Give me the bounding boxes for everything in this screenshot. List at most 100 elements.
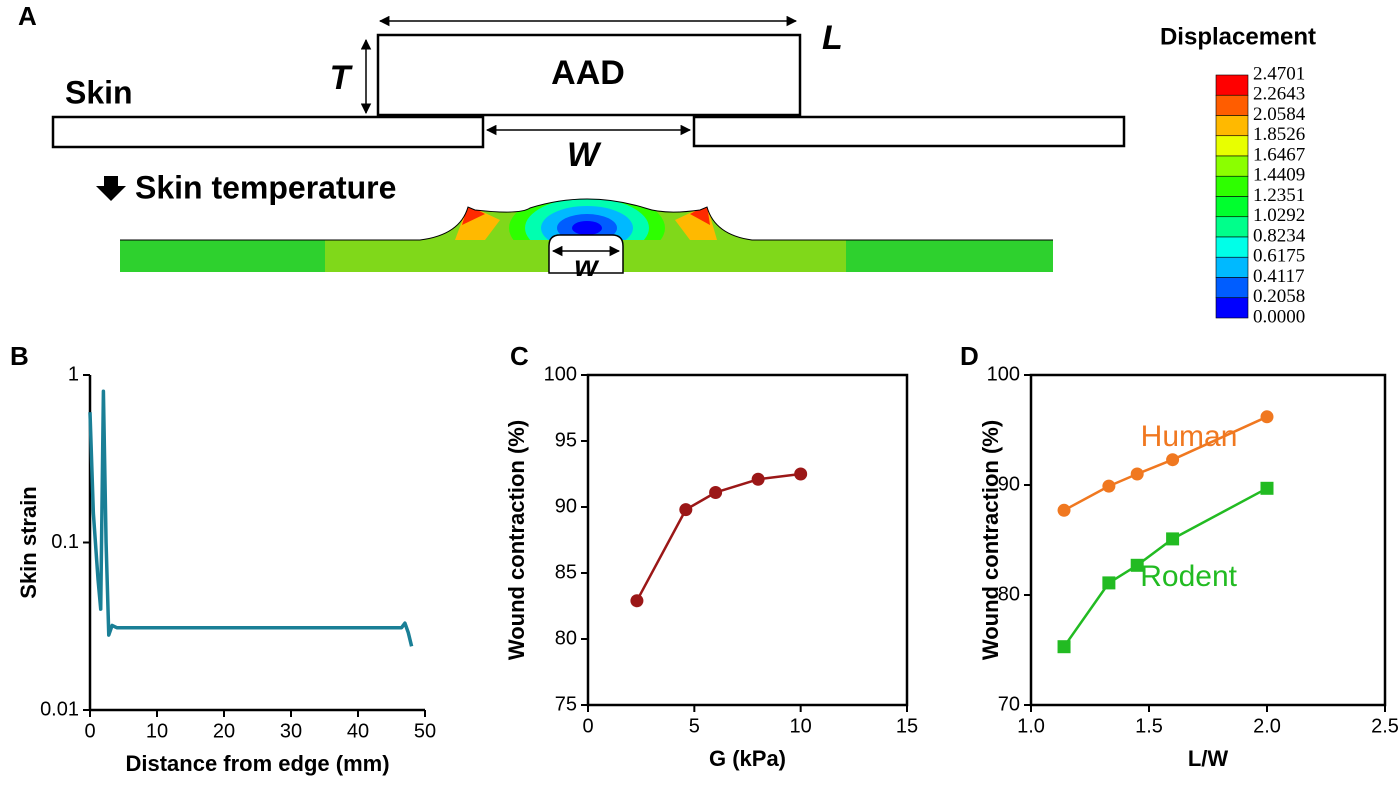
colorbar-band [1215, 196, 1249, 218]
marker [1102, 479, 1116, 493]
y-tick-label: 90 [998, 473, 1020, 495]
series-line [88, 389, 414, 647]
device [376, 33, 802, 117]
y-axis-label: Wound contraction (%) [978, 420, 1003, 660]
wound-label: w [574, 250, 599, 283]
skin-label: Skin [65, 74, 133, 110]
colorbar-band [1215, 115, 1249, 137]
marker [630, 594, 644, 608]
colorbar-label: 0.4117 [1253, 266, 1305, 287]
x-tick-label: 30 [280, 720, 302, 742]
colorbar-label: 0.2058 [1253, 286, 1305, 307]
colorbar-band [1215, 297, 1249, 319]
x-axis-label: L/W [1188, 746, 1229, 771]
colorbar-band [1215, 94, 1249, 116]
x-tick-label: 15 [896, 715, 918, 737]
colorbar-band [1215, 175, 1249, 197]
colorbar-title: Displacement [1160, 23, 1316, 50]
x-tick-label: 1.5 [1135, 715, 1163, 737]
marker [679, 503, 693, 517]
y-axis-label: Skin strain [16, 486, 41, 598]
x-tick-label: 10 [790, 715, 812, 737]
gap-label: W [567, 136, 602, 174]
panel-a: A L AAD T Skin W Skin temperature [18, 1, 1316, 283]
y-tick-label: 75 [555, 693, 577, 715]
colorbar-band [1215, 74, 1249, 96]
colorbar-band [1215, 216, 1249, 238]
marker [751, 472, 765, 486]
y-tick-label: 0.1 [51, 531, 79, 553]
x-tick-label: 20 [213, 720, 235, 742]
y-tick-label: 1 [68, 363, 79, 385]
colorbar-label: 2.2643 [1253, 84, 1305, 105]
colorbar-label: 0.8234 [1253, 225, 1306, 246]
chart: B 0 10 20 30 40 50 0.01 0.1 1 Distance from edge (… [10, 341, 436, 776]
colorbar-label: 2.4701 [1253, 63, 1305, 84]
x-axis-label: Distance from edge (mm) [125, 751, 389, 776]
length-label: L [822, 19, 843, 57]
x-tick-label: 2.0 [1253, 715, 1281, 737]
plot-frame [1029, 373, 1387, 707]
x-tick-label: 40 [347, 720, 369, 742]
y-tick-label: 0.01 [40, 698, 79, 720]
colorbar-label: 1.0292 [1253, 205, 1305, 226]
marker [1166, 532, 1180, 546]
colorbar-label: 0.0000 [1253, 306, 1305, 327]
x-axis-label: G (kPa) [709, 746, 786, 771]
x-tick-label: 0 [84, 720, 95, 742]
marker [1166, 453, 1180, 467]
y-tick-label: 70 [998, 693, 1020, 715]
x-tick-label: 10 [146, 720, 168, 742]
marker [1130, 467, 1144, 481]
colorbar-label: 1.4409 [1253, 165, 1305, 186]
marker [709, 485, 723, 499]
marker [1130, 558, 1144, 572]
colorbar-label: 1.6467 [1253, 144, 1305, 165]
y-tick-label: 90 [555, 495, 577, 517]
panel-letter: B [10, 341, 29, 371]
y-tick-label: 100 [544, 363, 577, 385]
device-label: AAD [551, 54, 625, 92]
skin-left [51, 115, 485, 149]
panel-letter: D [960, 341, 979, 371]
y-tick-label: 80 [555, 627, 577, 649]
chart: C 0 5 10 15 75 80 85 90 95 100 G (kPa) Wound contrac… [504, 341, 918, 771]
y-tick-label: 85 [555, 561, 577, 583]
colorbar-band [1215, 135, 1249, 157]
caption: Skin temperature [135, 169, 396, 205]
marker [1260, 481, 1274, 495]
colorbar-label: 1.2351 [1253, 185, 1305, 206]
y-tick-label: 95 [555, 429, 577, 451]
x-tick-label: 50 [414, 720, 436, 742]
x-tick-label: 0 [582, 715, 593, 737]
contour-model [120, 198, 1053, 274]
colorbar-label: 1.8526 [1253, 124, 1305, 145]
y-axis-label: Wound contraction (%) [504, 420, 529, 660]
colorbar-band [1215, 256, 1249, 278]
series-label: Human [1141, 420, 1238, 453]
colorbar-band [1215, 236, 1249, 258]
marker [794, 467, 808, 481]
colorbar-label: 2.0584 [1253, 104, 1306, 125]
thickness-label: T [330, 59, 354, 97]
marker [1102, 576, 1116, 590]
colorbar-band [1215, 277, 1249, 299]
colorbar-band [1215, 155, 1249, 177]
panel-letter: A [18, 1, 37, 31]
x-tick-label: 2.5 [1371, 715, 1399, 737]
marker [1057, 640, 1071, 654]
x-tick-label: 5 [689, 715, 700, 737]
panel-letter: C [510, 341, 529, 371]
y-tick-label: 100 [987, 363, 1020, 385]
skin-right [692, 115, 1126, 148]
colorbar-label: 0.6175 [1253, 246, 1305, 267]
y-tick-label: 80 [998, 583, 1020, 605]
x-tick-label: 1.0 [1017, 715, 1045, 737]
series-label: Rodent [1140, 560, 1237, 593]
chart: D 1.0 1.5 2.0 2.5 70 80 90 100 L/W Wound contracti… [960, 341, 1399, 771]
plot-frame [586, 373, 909, 707]
marker [1260, 410, 1274, 424]
marker [1057, 503, 1071, 517]
down-arrow-icon [96, 176, 126, 201]
